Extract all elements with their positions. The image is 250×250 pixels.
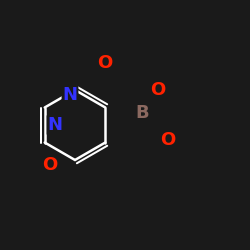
Text: N: N: [48, 116, 62, 134]
Text: O: O: [98, 54, 112, 72]
Text: O: O: [150, 81, 165, 99]
Text: O: O: [42, 156, 58, 174]
Text: O: O: [160, 131, 175, 149]
Text: B: B: [136, 104, 149, 122]
Text: N: N: [62, 86, 78, 104]
